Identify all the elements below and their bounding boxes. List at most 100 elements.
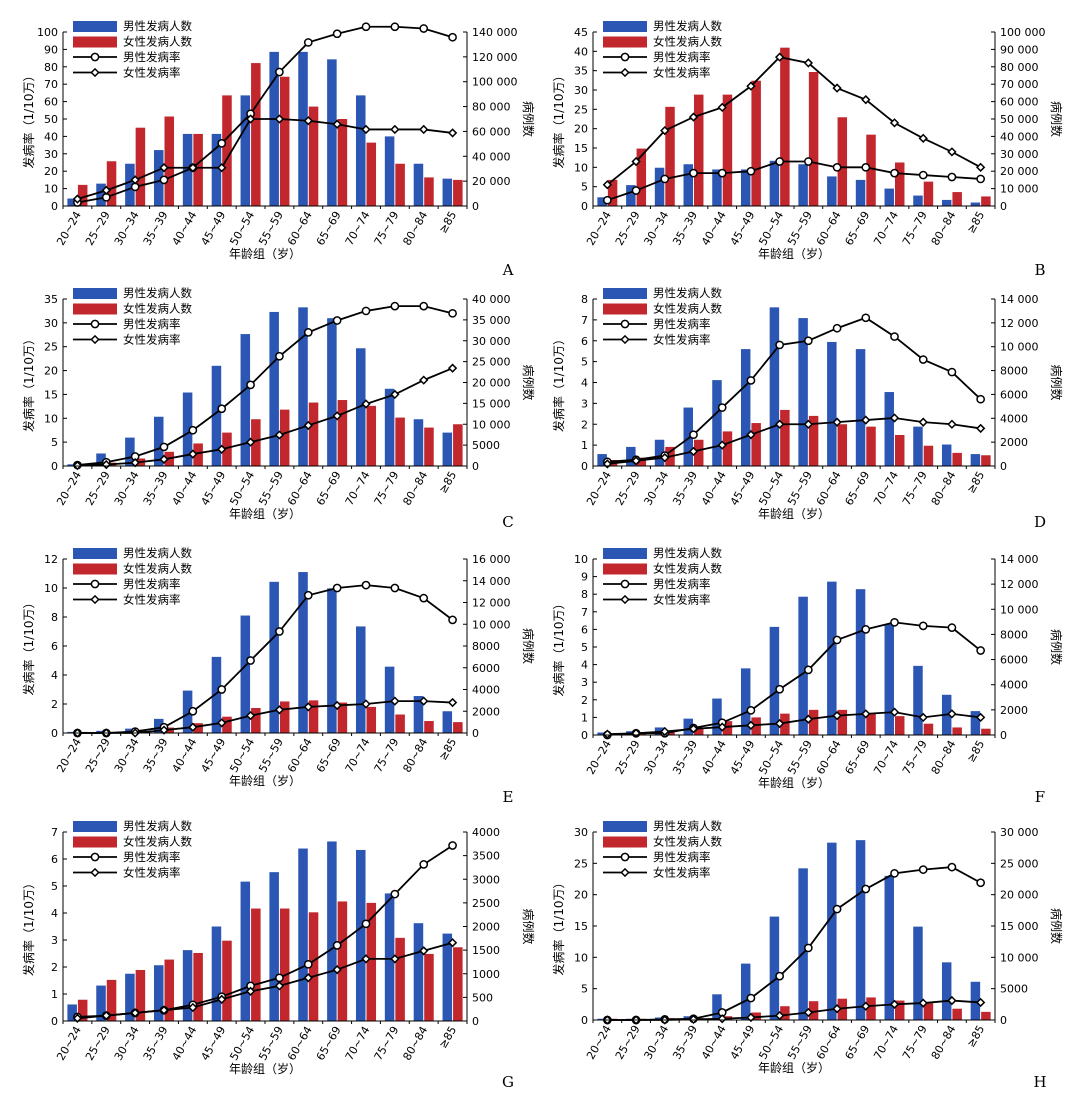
x-tick-label-6: 50~54 — [756, 209, 786, 248]
male-count-bar-10 — [884, 875, 894, 1020]
female-rate-point-7 — [803, 714, 814, 724]
female-count-bar-1 — [106, 979, 117, 1021]
male-rate-point-8 — [303, 959, 313, 969]
legend-diamond-marker — [90, 867, 100, 878]
x-tick-label-8: 60~64 — [814, 469, 844, 508]
female-rate-point-12 — [947, 995, 957, 1006]
left-tick-label: 4 — [581, 377, 588, 390]
male-rate-point-9 — [332, 316, 342, 325]
legend-diamond-marker — [90, 67, 100, 78]
legend-label-3: 女性发病率 — [123, 593, 181, 607]
male-count-bar-12 — [413, 419, 424, 466]
right-tick-label: 5000 — [1000, 983, 1028, 996]
female-rate-line — [77, 367, 453, 467]
female-count-bar-12 — [952, 1008, 962, 1020]
male-rate-point-11 — [918, 355, 928, 364]
female-rate-point-12 — [419, 375, 429, 385]
legend-swatch-0 — [73, 821, 117, 832]
legend-label-0: 男性发病人数 — [653, 19, 722, 33]
right-tick-label: 1000 — [472, 968, 500, 981]
left-tick-label: 2 — [581, 694, 588, 707]
x-tick-label-13: ≥85 — [436, 736, 459, 763]
male-count-bar-1 — [626, 185, 636, 206]
x-tick-label-0: 20~24 — [54, 209, 84, 248]
male-rate-point-12 — [947, 172, 957, 182]
y2-axis-title: 病例数 — [1049, 101, 1064, 137]
left-tick-label: 1 — [581, 711, 588, 724]
female-count-bar-10 — [366, 902, 377, 1021]
right-tick-label: 8000 — [472, 640, 500, 653]
male-count-bar-7 — [269, 581, 279, 733]
x-tick-label-1: 25~29 — [613, 1023, 643, 1062]
left-tick-label: 3 — [51, 934, 58, 947]
female-rate-point-0 — [602, 729, 613, 739]
female-rate-point-10 — [889, 999, 900, 1009]
female-count-bar-11 — [395, 163, 405, 206]
male-rate-point-9 — [332, 941, 342, 950]
right-tick-label: 90 000 — [1000, 43, 1039, 56]
male-rate-point-12 — [947, 862, 957, 872]
female-rate-point-5 — [217, 718, 227, 728]
left-tick-label: 2 — [51, 961, 58, 974]
female-rate-point-10 — [889, 413, 900, 423]
x-tick-label-9: 65~69 — [314, 1024, 344, 1063]
male-rate-point-10 — [890, 168, 899, 178]
male-count-bar-12 — [413, 923, 424, 1021]
male-count-bar-12 — [941, 962, 952, 1020]
female-count-bar-5 — [751, 1012, 761, 1020]
legend-swatch-1 — [603, 836, 647, 848]
male-count-bar-6 — [769, 626, 780, 735]
female-rate-point-7 — [274, 705, 285, 715]
female-count-bar-7 — [279, 76, 290, 206]
male-count-bar-5 — [740, 963, 751, 1020]
legend-circle-marker — [620, 52, 630, 62]
female-rate-point-9 — [861, 1001, 871, 1011]
male-rate-point-9 — [861, 884, 871, 894]
female-count-bar-7 — [279, 409, 290, 466]
legend-label-0: 男性发病人数 — [123, 546, 192, 560]
left-tick-label: 20 — [574, 889, 588, 902]
female-count-bar-13 — [453, 722, 463, 733]
right-tick-label: 140 000 — [472, 26, 518, 39]
x-tick-label-9: 65~69 — [843, 469, 873, 508]
female-rate-point-7 — [274, 430, 285, 440]
x-tick-label-13: ≥85 — [964, 469, 987, 496]
male-rate-point-6 — [775, 157, 784, 166]
female-count-bar-3 — [694, 727, 704, 735]
x-tick-label-12: 80~84 — [929, 209, 959, 248]
male-rate-point-9 — [861, 162, 871, 172]
female-rate-point-4 — [188, 1002, 198, 1013]
female-rate-point-1 — [101, 1010, 111, 1021]
male-count-bar-9 — [855, 589, 866, 735]
male-rate-point-12 — [947, 367, 957, 377]
male-rate-point-7 — [275, 627, 284, 636]
female-count-bar-10 — [366, 706, 377, 733]
female-rate-line — [77, 941, 453, 1020]
female-rate-point-13 — [975, 162, 986, 172]
x-tick-label-12: 80~84 — [929, 1023, 959, 1062]
x-tick-label-0: 20~24 — [54, 736, 84, 775]
left-tick-label: 15 — [574, 142, 588, 155]
female-count-bar-7 — [279, 701, 290, 733]
female-rate-point-0 — [602, 180, 613, 190]
left-tick-label: 12 — [44, 553, 58, 566]
male-count-bar-7 — [269, 872, 279, 1021]
male-rate-point-13 — [448, 308, 457, 318]
female-count-bar-12 — [424, 177, 434, 206]
y2-axis-title: 病例数 — [521, 364, 536, 400]
male-count-bar-3 — [153, 416, 164, 466]
right-tick-label: 6000 — [1000, 654, 1028, 667]
x-tick-label-3: 35~39 — [141, 1024, 171, 1063]
female-rate-point-7 — [803, 58, 814, 68]
right-tick-label: 0 — [472, 727, 479, 740]
legend-label-3: 女性发病率 — [123, 333, 181, 347]
female-rate-point-5 — [217, 444, 227, 454]
x-tick-label-3: 35~39 — [141, 469, 171, 508]
female-rate-point-6 — [774, 419, 785, 429]
left-tick-label: 60 — [44, 96, 58, 109]
female-count-bar-4 — [193, 443, 203, 466]
female-rate-point-3 — [159, 163, 169, 173]
female-rate-line — [607, 417, 981, 465]
left-tick-label: 9 — [581, 571, 588, 584]
female-rate-point-13 — [975, 423, 986, 434]
